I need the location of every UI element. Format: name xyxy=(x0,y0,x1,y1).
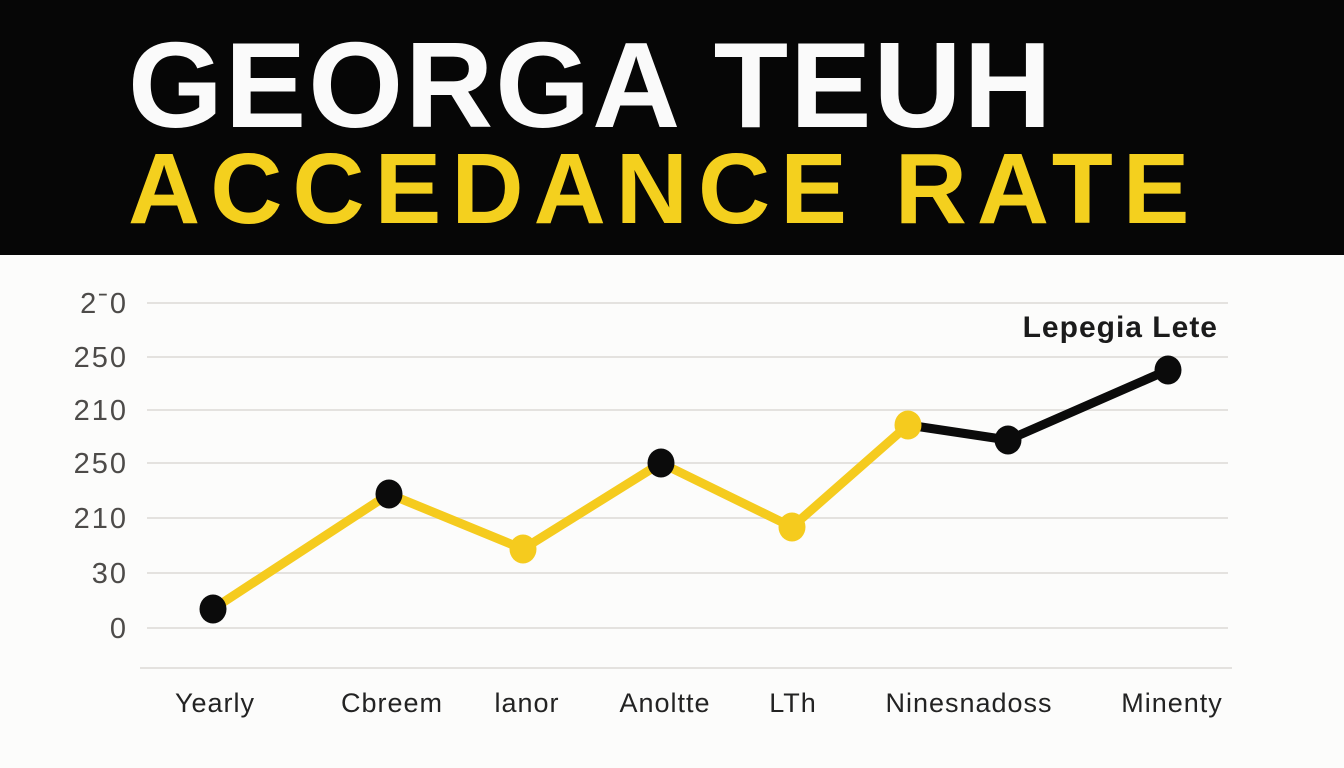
series-segment xyxy=(208,489,394,614)
y-tick-label: 210 xyxy=(74,503,128,535)
y-tick-label: 250 xyxy=(74,342,128,374)
acceptance-rate-line-chart: 2ˉ0 250 210 250 210 30 0 Yearly Cbreem lanor Anolt… xyxy=(74,288,1232,718)
data-point xyxy=(894,410,922,440)
series-segment xyxy=(518,458,666,554)
x-axis-label: Yearly xyxy=(175,688,255,718)
data-point xyxy=(778,512,806,542)
series-segment xyxy=(384,489,528,554)
series-segment xyxy=(656,458,797,532)
data-point xyxy=(199,594,227,624)
y-tick-label: 30 xyxy=(92,558,128,590)
data-point xyxy=(647,448,675,478)
title-banner: GEORGA TEUH ACCEDANCE RATE xyxy=(0,0,1344,255)
y-tick-label: 2ˉ0 xyxy=(80,288,128,320)
x-axis-label: lanor xyxy=(494,688,559,718)
data-point xyxy=(375,479,403,509)
x-axis-label: Anoltte xyxy=(619,688,710,718)
data-point xyxy=(1154,355,1182,385)
x-axis-label: Ninesnadoss xyxy=(885,688,1052,718)
data-point xyxy=(509,534,537,564)
y-tick-label: 210 xyxy=(74,395,128,427)
series-segment xyxy=(1003,365,1173,445)
x-axis-label: Cbreem xyxy=(341,688,443,718)
y-tick-label: 0 xyxy=(110,613,128,645)
y-tick-label: 250 xyxy=(74,448,128,480)
page-title: GEORGA TEUH xyxy=(128,17,1054,153)
data-point xyxy=(994,425,1022,455)
series-segment xyxy=(903,420,1013,445)
page-subtitle: ACCEDANCE RATE xyxy=(128,133,1200,245)
x-axis-label: LTh xyxy=(769,688,817,718)
x-axis-label: Minenty xyxy=(1121,688,1223,718)
series-segment xyxy=(787,420,913,532)
legend-label: Lepegia Lete xyxy=(1023,311,1218,344)
